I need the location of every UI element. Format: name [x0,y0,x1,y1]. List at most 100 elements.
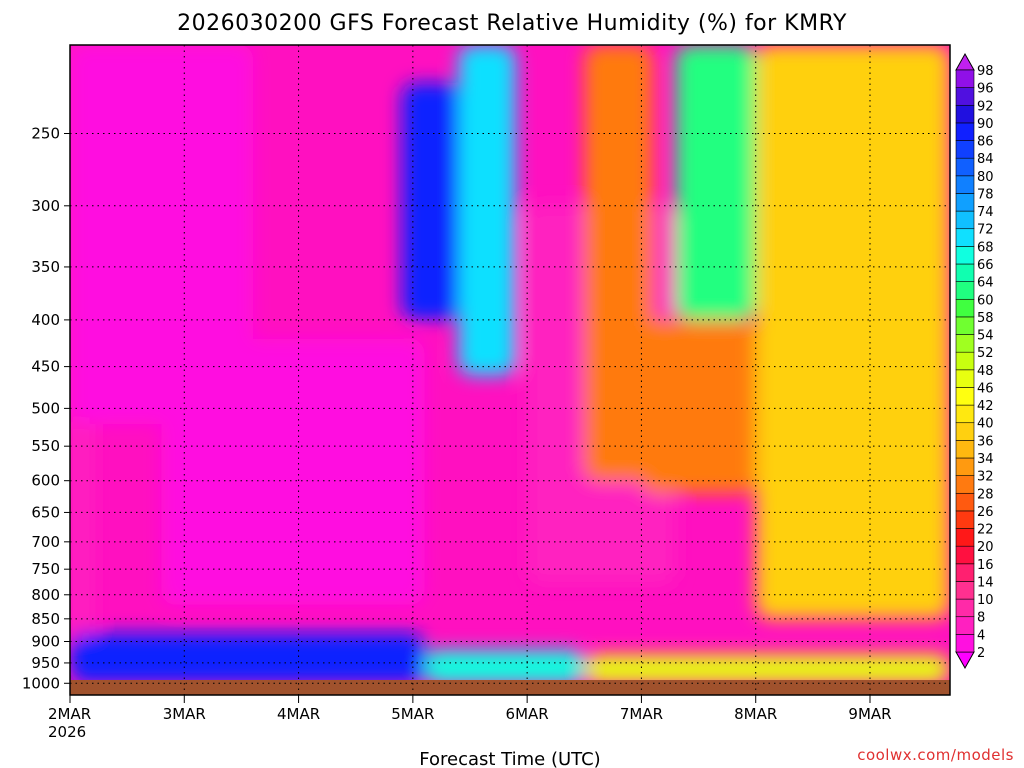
x-axis-label: Forecast Time (UTC) [419,749,600,768]
colorbar-tick-label: 96 [977,82,994,97]
colorbar-swatch [955,598,975,618]
rh-region [401,82,459,320]
colorbar-swatch [955,263,975,282]
rh-region [70,632,425,684]
y-tick-label: 750 [31,560,60,578]
rh-region [161,339,425,605]
colorbar-tick-label: 8 [977,611,985,626]
colorbar-tick-label: 66 [977,258,994,273]
colorbar-tick-label: 60 [977,293,994,308]
y-tick-label: 850 [31,610,60,628]
colorbar-tick-label: 72 [977,223,994,238]
colorbar-swatch [955,440,975,459]
colorbar: 2481014162022262832343640424648525458606… [955,52,994,670]
x-tick-label: 4MAR [277,705,320,723]
x-axis: 2MAR 3MAR 4MAR 5MAR 6MAR 7MAR 8MAR 9MAR [48,695,892,723]
y-tick-label: 900 [31,632,60,650]
y-tick-label: 400 [31,311,60,329]
humidity-field [70,45,950,684]
colorbar-tick-label: 90 [977,117,994,132]
colorbar-tick-label: 98 [977,64,994,79]
ground-bar [70,680,950,695]
colorbar-swatch [955,457,975,476]
y-tick-label: 300 [31,197,60,215]
colorbar-swatch [955,351,975,371]
y-tick-label: 450 [31,358,60,376]
colorbar-swatch [955,334,975,353]
colorbar-swatch [955,422,975,441]
colorbar-tick-label: 34 [977,452,994,467]
y-tick-label: 600 [31,472,60,490]
x-tick-label: 7MAR [620,705,663,723]
y-tick-label: 800 [31,586,60,604]
colorbar-tick-label: 54 [977,329,994,344]
colorbar-swatch [955,545,975,565]
colorbar-tick-label: 4 [977,628,985,643]
y-tick-label: 700 [31,533,60,551]
y-tick-label: 500 [31,399,60,417]
colorbar-swatch [955,563,975,582]
colorbar-max-arrow [955,52,975,71]
y-axis: 250 300 350 400 450 500 550 600 650 700 750 800 850 9… [22,124,70,692]
plot-frame [69,44,951,696]
rh-region [584,45,653,481]
colorbar-swatch [955,69,975,88]
y-tick-label: 1000 [22,674,60,692]
colorbar-tick-label: 80 [977,170,994,185]
credit-text: coolwx.com/models [857,746,1014,764]
x-sub-label: 2026 [48,723,86,741]
colorbar-swatch [955,510,975,529]
colorbar-swatch [955,316,975,335]
colorbar-tick-label: 92 [977,99,994,114]
colorbar-tick-label: 32 [977,470,994,485]
rh-region [70,45,253,424]
colorbar-swatch [955,475,975,494]
colorbar-swatch [955,369,975,388]
colorbar-swatch [955,634,975,653]
colorbar-swatch [955,104,975,124]
chart-title: 2026030200 GFS Forecast Relative Humidit… [177,11,847,36]
y-tick-label: 350 [31,258,60,276]
colorbar-tick-label: 26 [977,505,994,520]
colorbar-tick-label: 74 [977,205,994,220]
colorbar-swatch [955,140,975,159]
grid-lines [70,45,950,695]
colorbar-tick-label: 86 [977,135,994,150]
colorbar-tick-label: 16 [977,558,994,573]
colorbar-swatch [955,175,975,194]
colorbar-tick-label: 14 [977,575,994,590]
colorbar-tick-label: 84 [977,152,994,167]
x-tick-label: 6MAR [506,705,549,723]
colorbar-tick-label: 36 [977,434,994,449]
x-tick-label: 9MAR [848,705,891,723]
x-tick-label: 8MAR [734,705,777,723]
colorbar-tick-label: 78 [977,187,994,202]
x-tick-label: 5MAR [391,705,434,723]
colorbar-tick-label: 28 [977,487,994,502]
colorbar-swatch [955,404,975,424]
colorbar-swatch [955,528,975,547]
colorbar-min-arrow [955,651,975,670]
colorbar-tick-label: 46 [977,381,994,396]
rh-region [424,650,585,684]
colorbar-swatch [955,616,975,635]
colorbar-swatch [955,210,975,230]
colorbar-swatch [955,122,975,141]
colorbar-swatch [955,228,975,247]
colorbar-swatch [955,281,975,300]
colorbar-tick-label: 2 [977,646,985,661]
colorbar-swatch [955,193,975,212]
rh-region [641,319,756,494]
colorbar-tick-label: 10 [977,593,994,608]
y-tick-label: 650 [31,503,60,521]
colorbar-swatch [955,246,975,265]
colorbar-swatch [955,387,975,406]
colorbar-tick-label: 58 [977,311,994,326]
rh-region [584,654,950,684]
colorbar-swatch [955,87,975,106]
colorbar-tick-label: 42 [977,399,994,414]
rh-region [755,45,950,619]
x-tick-label: 2MAR [48,705,91,723]
y-tick-label: 550 [31,437,60,455]
